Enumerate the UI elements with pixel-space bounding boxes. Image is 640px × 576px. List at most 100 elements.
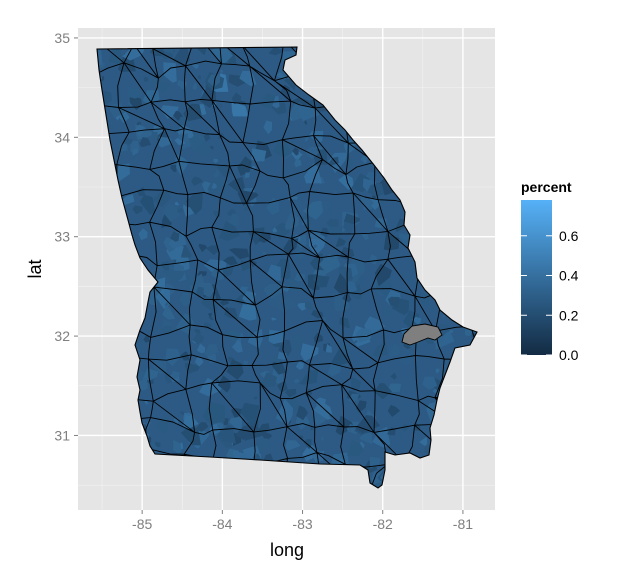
tract-patch xyxy=(195,141,212,157)
tract-patch xyxy=(318,254,341,274)
y-tick-label: 33 xyxy=(54,229,70,245)
tract-patch xyxy=(296,405,308,421)
tract-patch xyxy=(343,137,356,155)
tract-patch xyxy=(333,273,350,295)
tract-patch xyxy=(313,401,334,420)
tract-patch xyxy=(266,197,280,216)
legend-tick-label: 0.6 xyxy=(559,228,579,244)
tract-patch xyxy=(179,411,184,416)
y-tick-label: 31 xyxy=(54,427,70,443)
tract-patch xyxy=(139,136,152,148)
tract-patch xyxy=(204,344,220,356)
tract-patch xyxy=(284,213,300,231)
color-legend: percent 0.0 0.2 0.4 0.6 xyxy=(521,179,579,363)
tract-patch xyxy=(177,208,184,213)
tract-patch xyxy=(121,194,135,206)
tract-patch xyxy=(285,440,301,451)
tract-patch xyxy=(207,312,212,317)
tract-patch xyxy=(326,218,339,228)
tract-patch xyxy=(272,227,278,233)
tract-patch xyxy=(240,402,260,422)
tract-patch xyxy=(242,290,257,306)
tract-patch xyxy=(224,306,230,313)
tract-patch xyxy=(164,301,169,307)
tract-patch xyxy=(217,375,231,393)
tract-patch xyxy=(331,349,349,367)
tract-patch xyxy=(207,74,221,88)
tract-patch xyxy=(262,251,268,257)
tract-patch xyxy=(162,203,180,223)
tract-patch xyxy=(231,101,249,117)
legend-colorbar xyxy=(521,200,552,355)
tract-patch xyxy=(154,441,161,448)
tract-patch xyxy=(202,401,225,425)
tract-patch xyxy=(151,131,158,141)
tract-patch xyxy=(246,329,253,338)
tract-patch xyxy=(435,368,440,374)
tract-patch xyxy=(323,316,327,321)
tract-patch xyxy=(226,359,244,380)
tract-patch xyxy=(298,104,320,122)
tract-patch xyxy=(360,196,374,211)
tract-patch xyxy=(419,436,428,447)
tract-patch xyxy=(251,148,267,162)
tract-patch xyxy=(217,422,224,430)
tract-patch xyxy=(218,221,241,241)
tract-patch xyxy=(278,339,292,356)
tract-patch xyxy=(401,424,409,432)
tract-patch xyxy=(192,332,205,345)
tract-patch xyxy=(183,103,203,122)
tract-patch xyxy=(347,439,365,456)
tract-patch xyxy=(138,228,148,241)
tract-patch xyxy=(182,414,199,430)
tract-patch xyxy=(185,193,203,215)
tract-patch xyxy=(220,69,223,74)
tract-patch xyxy=(123,137,133,145)
tract-patch xyxy=(347,393,360,403)
tract-patch xyxy=(129,140,140,152)
tract-patch xyxy=(272,138,292,159)
tract-patch xyxy=(313,274,330,288)
tract-patch xyxy=(131,149,139,156)
tract-patch xyxy=(132,205,143,215)
tract-patch xyxy=(387,404,401,417)
tract-patch xyxy=(402,310,420,329)
tract-patch xyxy=(320,227,330,238)
tract-patch xyxy=(356,276,367,286)
tract-patch xyxy=(162,304,176,320)
tract-patch xyxy=(108,124,114,130)
tract-patch xyxy=(136,186,146,197)
tract-patch xyxy=(243,425,263,441)
tract-patch xyxy=(173,439,182,454)
tract-patch xyxy=(335,415,354,436)
tract-patch xyxy=(310,426,315,431)
tract-patch xyxy=(143,76,149,82)
tract-patch xyxy=(374,263,392,287)
tract-patch xyxy=(238,304,257,321)
tract-patch xyxy=(260,93,276,109)
tract-patch xyxy=(304,120,308,125)
tract-patch xyxy=(262,432,273,443)
tract-patch xyxy=(342,294,352,303)
tract-patch xyxy=(382,308,393,318)
tract-patch xyxy=(300,343,319,362)
tract-patch xyxy=(287,334,307,351)
tract-patch xyxy=(217,102,223,108)
tract-patch xyxy=(302,200,324,220)
tract-patch xyxy=(165,348,181,367)
tract-patch xyxy=(155,418,168,436)
y-axis-title: lat xyxy=(25,259,45,278)
tract-patch xyxy=(244,172,250,178)
tract-patch xyxy=(143,334,150,343)
tract-patch xyxy=(333,189,337,193)
tract-patch xyxy=(335,237,346,247)
tract-patch xyxy=(196,343,206,354)
tract-patch xyxy=(280,84,291,100)
y-tick-label: 32 xyxy=(54,328,70,344)
x-axis-title: long xyxy=(270,540,304,560)
tract-patch xyxy=(218,424,236,444)
tract-patch xyxy=(195,422,209,432)
tract-patch xyxy=(168,371,181,380)
tract-patch xyxy=(253,396,258,400)
tract-patch xyxy=(209,145,214,150)
